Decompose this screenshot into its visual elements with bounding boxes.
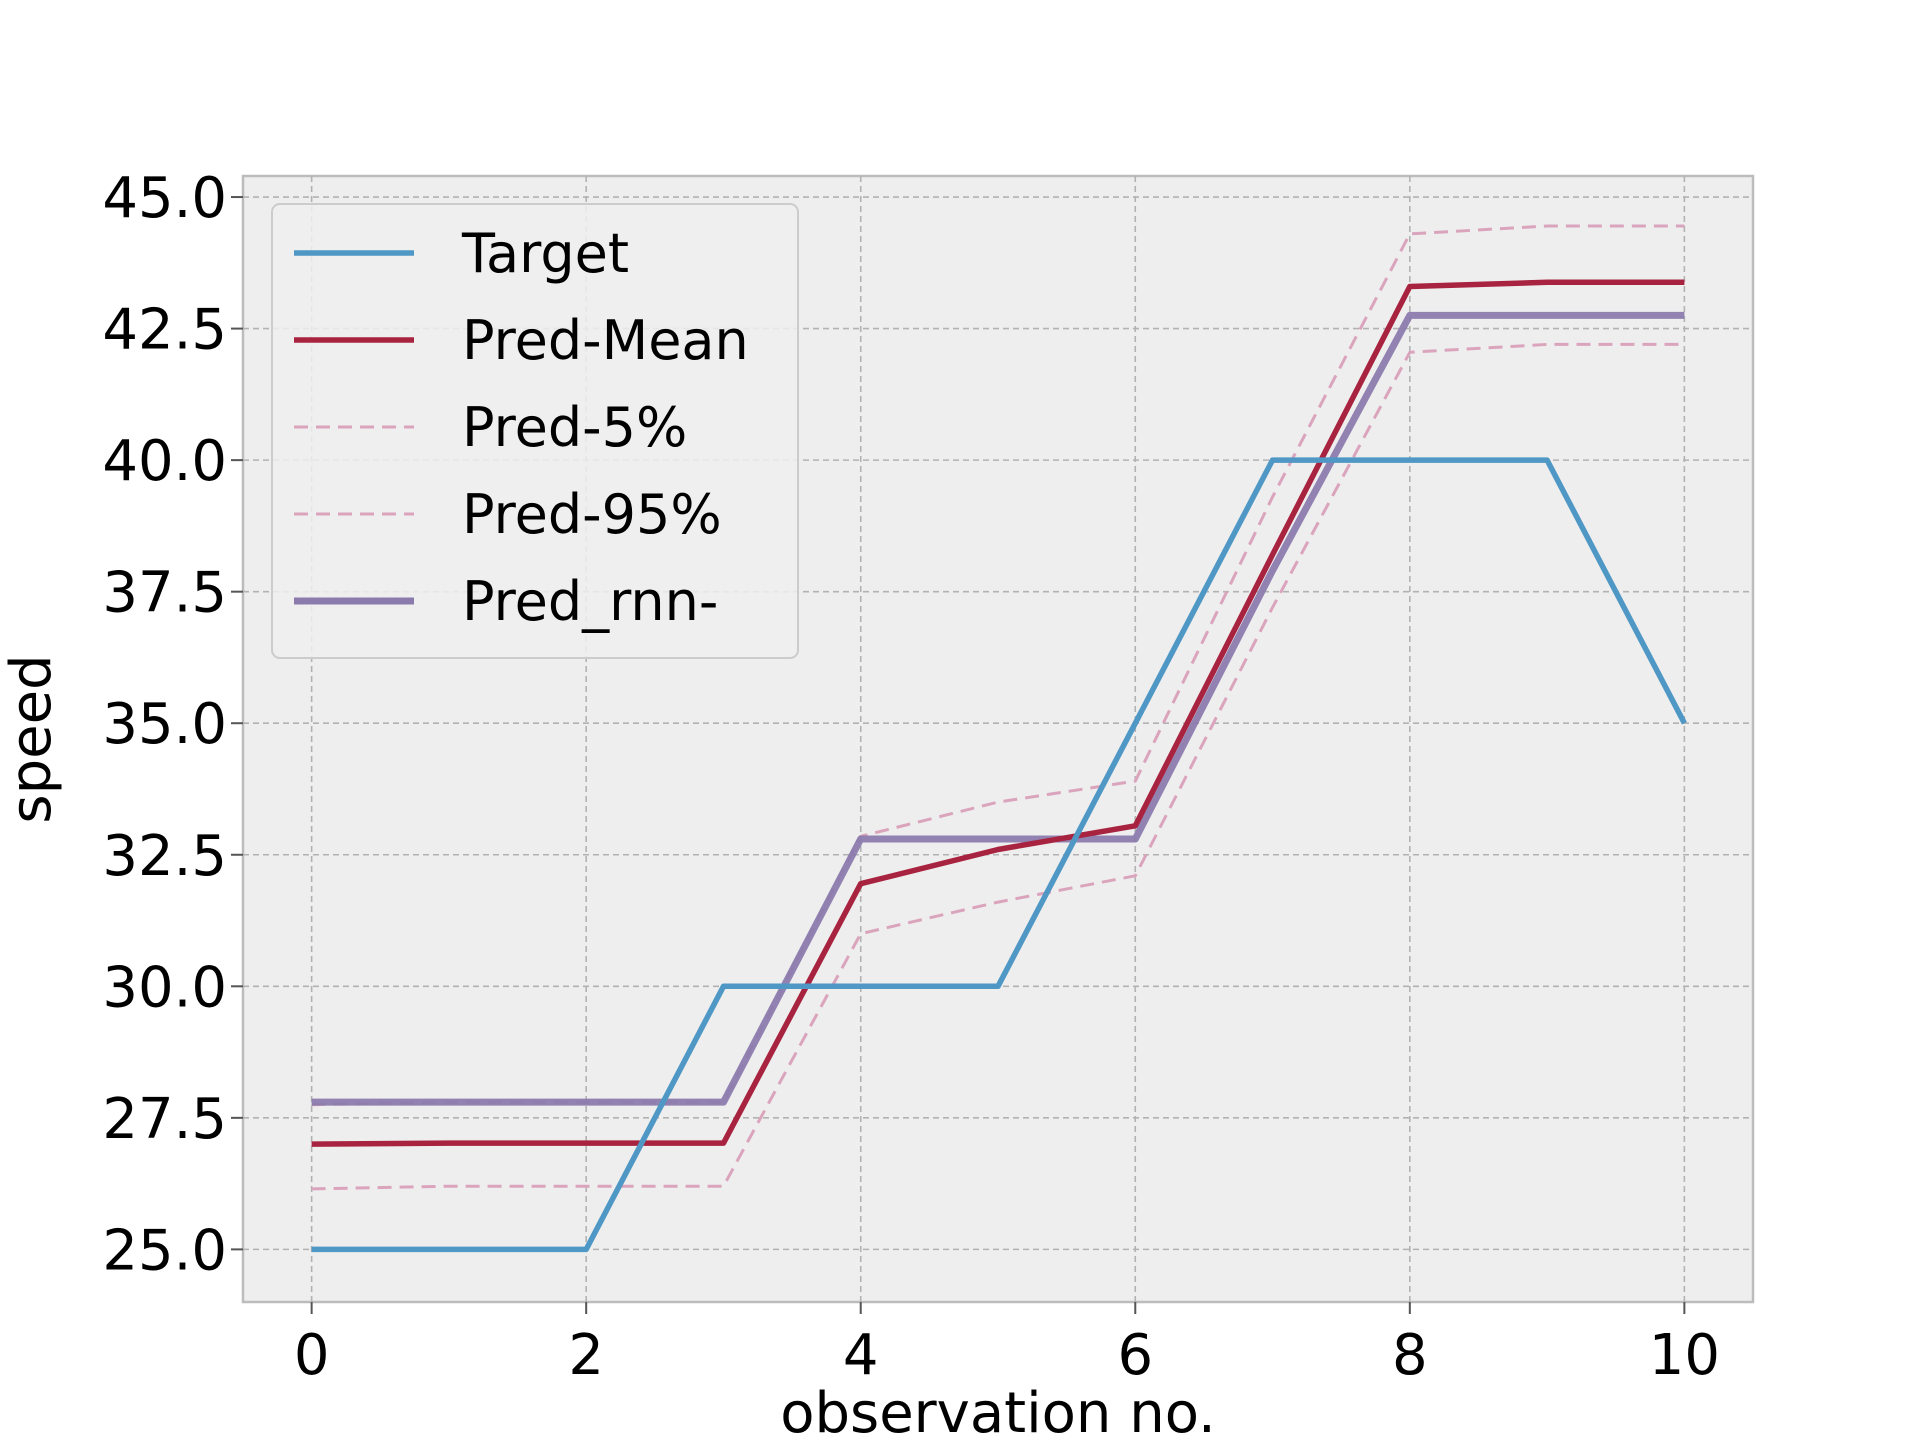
x-axis-label: observation no. bbox=[780, 1381, 1216, 1440]
legend: Target Pred-Mean Pred-5% Pred-95% Pred_rnn- bbox=[271, 203, 799, 659]
x-tick-label: 10 bbox=[1649, 1323, 1720, 1388]
y-tick-label: 25.0 bbox=[102, 1218, 227, 1283]
y-tick-label: 42.5 bbox=[102, 298, 227, 363]
x-tick-label: 6 bbox=[1117, 1323, 1153, 1388]
y-tick-label: 40.0 bbox=[102, 429, 227, 494]
series-line-1 bbox=[311, 279, 1685, 1147]
y-axis-label: speed bbox=[0, 654, 64, 823]
axis-ticks: 0 2 4 6 8 10 25.0 27.5 30.0 32.5 35.0 37.5 40.0 42.5 4… bbox=[102, 166, 1720, 1388]
series-line-2 bbox=[311, 342, 1685, 1191]
x-tick-label: 2 bbox=[568, 1323, 604, 1388]
y-tick-label: 37.5 bbox=[102, 561, 227, 626]
y-tick-label: 45.0 bbox=[102, 166, 227, 231]
legend-label-4: Pred_rnn- bbox=[462, 570, 718, 633]
legend-box bbox=[271, 203, 799, 659]
series-line-4 bbox=[311, 311, 1685, 1106]
legend-label-0: Target bbox=[461, 222, 629, 285]
x-tick-label: 4 bbox=[843, 1323, 879, 1388]
x-tick-label: 8 bbox=[1392, 1323, 1428, 1388]
y-tick-label: 30.0 bbox=[102, 955, 227, 1020]
y-tick-label: 35.0 bbox=[102, 692, 227, 757]
x-tick-label: 0 bbox=[294, 1323, 330, 1388]
series-line-0 bbox=[311, 457, 1687, 1253]
legend-label-3: Pred-95% bbox=[462, 483, 722, 546]
series-group bbox=[311, 224, 1687, 1253]
y-tick-label: 32.5 bbox=[102, 824, 227, 889]
legend-label-2: Pred-5% bbox=[462, 396, 687, 459]
y-tick-label: 27.5 bbox=[102, 1087, 227, 1152]
legend-label-1: Pred-Mean bbox=[462, 309, 749, 372]
